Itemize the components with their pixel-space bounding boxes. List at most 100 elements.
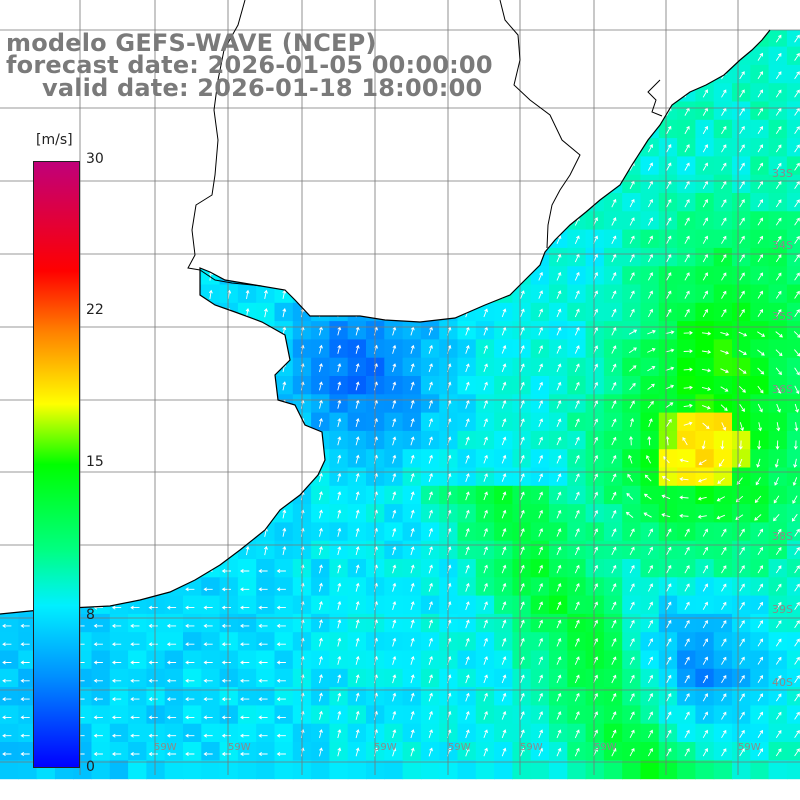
wind-arrow [757, 729, 763, 738]
wind-arrow [392, 710, 397, 720]
wind-arrow [611, 692, 617, 702]
wind-arrow [721, 638, 727, 647]
wind-cell [695, 302, 715, 322]
wind-arrow [794, 52, 800, 61]
wind-cell [603, 504, 623, 523]
wind-cell [622, 613, 642, 633]
wind-cell [494, 668, 513, 688]
wind-arrow [684, 674, 690, 684]
wind-cell [658, 687, 678, 706]
wind-cell [750, 138, 770, 157]
wind-cell [567, 760, 587, 780]
wind-arrow [702, 693, 708, 702]
wind-arrow [683, 421, 693, 426]
wind-arrow [355, 674, 360, 684]
wind-arrow [611, 473, 617, 482]
wind-cell [457, 613, 477, 633]
wind-arrow [648, 619, 653, 629]
wind-arrow [739, 144, 745, 153]
wind-arrow [221, 605, 231, 610]
wind-arrow [410, 509, 415, 519]
wind-arrow [611, 381, 617, 391]
wind-cell [622, 376, 642, 395]
wind-arrow [648, 747, 653, 757]
wind-cell [786, 28, 800, 48]
wind-arrow [698, 459, 707, 465]
wind-cell [201, 760, 221, 780]
wind-cell [713, 357, 733, 377]
wind-arrow [93, 678, 103, 683]
wind-arrow [501, 399, 507, 409]
wind-cell [585, 339, 605, 359]
wind-arrow [702, 253, 708, 263]
wind-arrow [666, 583, 672, 592]
wind-cell [164, 742, 184, 761]
wind-arrow [629, 272, 635, 281]
lat-label: 34S [772, 239, 793, 252]
wind-arrow [721, 656, 727, 665]
wind-arrow [520, 308, 525, 318]
wind-arrow [465, 528, 470, 537]
wind-cell [768, 357, 788, 377]
wind-cell [603, 376, 623, 395]
wind-cell [603, 595, 623, 615]
wind-arrow [483, 509, 488, 519]
wind-cell [91, 613, 111, 633]
wind-cell [494, 705, 513, 725]
wind-arrow [574, 528, 580, 537]
wind-arrow [520, 601, 525, 610]
wind-arrow [629, 693, 635, 702]
wind-arrow [337, 546, 342, 556]
wind-cell [0, 742, 19, 761]
wind-cell [732, 650, 751, 670]
wind-cell [658, 504, 678, 523]
wind-cell [677, 229, 696, 249]
wind-cell [274, 559, 294, 578]
wind-arrow [702, 528, 708, 537]
wind-arrow [130, 623, 140, 628]
wind-cell [274, 577, 294, 597]
wind-arrow [684, 638, 690, 647]
lon-label: 59W [374, 742, 397, 753]
wind-arrow [221, 752, 231, 756]
wind-arrow [240, 642, 250, 647]
wind-cell [567, 742, 587, 761]
wind-arrow [629, 253, 635, 263]
wind-arrow [773, 495, 780, 504]
wind-arrow [684, 619, 690, 629]
wind-arrow [648, 290, 653, 299]
wind-arrow [556, 473, 562, 482]
wind-arrow [775, 290, 782, 299]
wind-cell [622, 687, 642, 706]
wind-arrow [483, 399, 488, 409]
wind-cell [274, 687, 294, 706]
wind-arrow [501, 345, 507, 354]
wind-arrow [684, 693, 690, 702]
wind-cell [109, 668, 129, 688]
wind-arrow [355, 655, 360, 665]
wind-arrow [629, 217, 635, 226]
wind-arrow [428, 399, 433, 409]
wind-cell [18, 705, 38, 725]
wind-arrow [392, 509, 397, 519]
wind-arrow [556, 656, 562, 665]
wind-arrow [258, 642, 268, 647]
wind-cell [750, 577, 770, 597]
wind-arrow [392, 436, 397, 446]
wind-cell [256, 559, 276, 578]
wind-arrow [258, 623, 268, 628]
wind-cell [713, 83, 733, 103]
wind-cell [146, 687, 166, 706]
wind-cell [786, 83, 800, 103]
wind-cell [695, 229, 715, 249]
wind-arrow [775, 583, 782, 592]
wind-cell [658, 467, 678, 487]
wind-arrow [501, 418, 507, 427]
wind-arrow [20, 733, 30, 738]
wind-arrow [185, 642, 195, 647]
wind-cell [585, 467, 605, 487]
wind-arrow [775, 638, 782, 647]
wind-cell [512, 430, 532, 450]
wind-arrow [410, 344, 415, 354]
wind-cell [658, 760, 678, 780]
